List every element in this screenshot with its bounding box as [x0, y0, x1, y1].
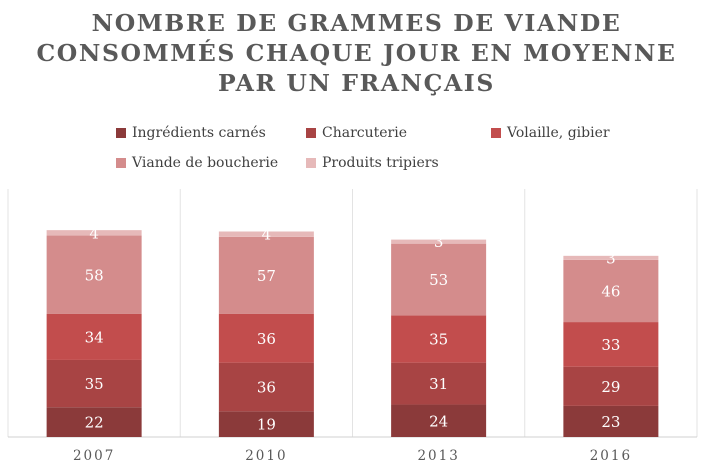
data-label: 46: [601, 282, 620, 300]
legend-swatch: [116, 128, 126, 138]
data-label: 57: [257, 267, 276, 285]
bar-segment: [563, 255, 659, 260]
bar-segment: [563, 259, 659, 323]
data-label: 34: [85, 328, 104, 346]
data-label: 36: [257, 330, 276, 348]
data-label: 22: [85, 414, 104, 432]
bar-segment: [46, 235, 142, 314]
data-label: 58: [85, 266, 104, 284]
bar-segment: [391, 239, 487, 244]
bar-segment: [218, 362, 314, 412]
legend-swatch: [306, 158, 316, 168]
bar-segment: [46, 230, 142, 236]
data-label: 3: [606, 249, 616, 267]
legend-label: Charcuterie: [322, 125, 407, 141]
bar-segment: [391, 315, 487, 363]
legend-swatch: [116, 158, 126, 168]
x-tick-label: 2016: [590, 448, 632, 464]
legend-item-charcuterie: Charcuterie: [306, 124, 407, 142]
bar-segment: [46, 313, 142, 360]
data-label: 36: [257, 378, 276, 396]
legend-label: Produits tripiers: [322, 155, 439, 171]
bar-segment: [391, 362, 487, 405]
bar-segment: [218, 236, 314, 314]
legend-swatch: [491, 128, 501, 138]
bar-segment: [46, 359, 142, 408]
data-label: 4: [89, 224, 99, 242]
bar-segment: [391, 243, 487, 316]
data-label: 4: [262, 226, 272, 244]
chart-title-line-2: CONSOMMÉS CHAQUE JOUR EN MOYENNE: [36, 39, 677, 67]
legend-item-ingredients-carnes: Ingrédients carnés: [116, 124, 266, 142]
legend-label: Ingrédients carnés: [132, 125, 266, 141]
data-label: 29: [601, 378, 620, 396]
x-tick-label: 2007: [73, 448, 115, 464]
legend-item-volaille-gibier: Volaille, gibier: [491, 124, 610, 142]
data-label: 35: [429, 330, 448, 348]
chart-title-line-3: PAR UN FRANÇAIS: [218, 69, 495, 97]
legend-label: Viande de boucherie: [132, 155, 279, 171]
legend-item-viande-de-boucherie: Viande de boucherie: [116, 154, 278, 172]
legend-label: Volaille, gibier: [507, 125, 610, 141]
data-label: 3: [434, 233, 444, 251]
legend-item-produits-tripiers: Produits tripiers: [306, 154, 439, 172]
chart-title: NOMBRE DE GRAMMES DE VIANDE CONSOMMÉS CH…: [0, 8, 713, 98]
bar-segment: [563, 322, 659, 367]
data-label: 31: [429, 375, 448, 393]
bar-segment: [218, 411, 314, 437]
chart-title-line-1: NOMBRE DE GRAMMES DE VIANDE: [91, 9, 622, 37]
bar-segment: [46, 407, 142, 437]
bar-segment: [563, 405, 659, 437]
bar-segment: [563, 366, 659, 406]
data-label: 53: [429, 271, 448, 289]
bar-segment: [391, 404, 487, 437]
data-label: 19: [257, 416, 276, 434]
legend-swatch: [306, 128, 316, 138]
data-label: 35: [85, 375, 104, 393]
x-tick-label: 2010: [245, 448, 287, 464]
bar-segment: [218, 313, 314, 363]
data-label: 24: [429, 412, 448, 430]
data-label: 23: [601, 413, 620, 431]
x-tick-label: 2013: [417, 448, 459, 464]
data-label: 33: [601, 336, 620, 354]
bar-segment: [218, 231, 314, 237]
